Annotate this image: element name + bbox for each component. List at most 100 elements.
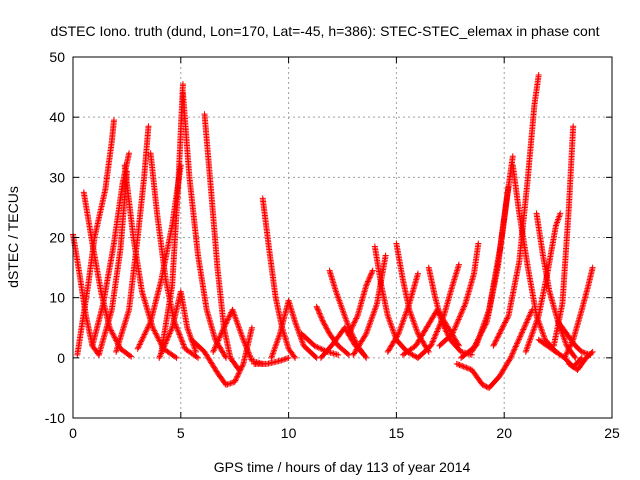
data-point [142,328,149,335]
data-point [140,334,147,341]
series-arc [350,252,389,358]
data-point [368,270,375,277]
data-point [143,327,150,334]
data-point [319,317,326,324]
data-point [285,354,292,361]
data-point [353,314,360,321]
data-point [156,354,163,361]
data-point [153,331,160,338]
data-point [279,356,286,363]
x-tick-label: 0 [69,425,77,441]
data-point [314,344,321,351]
data-point [142,330,149,337]
data-point [322,324,329,331]
y-tick-label: 10 [49,290,65,306]
data-point [243,345,250,352]
data-point [312,353,319,360]
data-point [362,332,369,339]
y-tick-label: -10 [45,410,65,426]
data-point [248,324,255,331]
data-point [369,268,376,275]
data-point [314,306,321,313]
data-point [126,150,133,157]
data-point [162,340,169,347]
y-tick-label: 50 [49,49,65,65]
data-point [136,341,143,348]
data-point [363,354,370,361]
data-point [318,315,325,322]
data-point [364,278,371,285]
data-point [165,333,172,340]
data-point [223,381,230,388]
data-point [145,123,152,130]
data-point [235,370,242,377]
data-point [320,320,327,327]
data-point [213,340,220,347]
data-point [323,325,330,332]
data-point [152,330,159,337]
data-point [144,325,151,332]
data-point [140,332,147,339]
data-point [227,380,234,387]
y-tick-label: 40 [49,109,65,125]
data-point [154,334,161,341]
series-arc [345,267,376,337]
data-point [234,373,241,380]
data-point [159,347,166,354]
series-arc [313,303,352,358]
data-point [220,326,227,333]
data-point [346,329,353,336]
data-point [322,322,329,329]
data-point [345,330,352,337]
data-point [313,303,320,310]
series-arc [453,306,536,391]
data-point [224,317,231,324]
data-point [195,354,202,361]
data-point [276,357,283,364]
chart-title: dSTEC Iono. truth (dund, Lon=170, Lat=-4… [50,23,599,39]
data-point [312,343,319,350]
data-point [138,338,145,345]
data-point [160,344,167,351]
data-point [215,337,222,344]
data-point [281,356,288,363]
data-point [109,330,116,337]
data-point [159,346,166,353]
series-arc [188,324,255,388]
data-point [110,331,117,338]
series-arc [259,195,299,361]
data-point [244,346,251,353]
data-point [180,341,187,348]
series-arc [147,150,202,361]
data-point [213,341,220,348]
data-point [179,81,186,88]
data-point [161,341,168,348]
data-point [366,275,373,282]
data-point [134,345,141,352]
data-point [172,353,179,360]
data-point [180,342,187,349]
series-arc [458,153,516,361]
data-point [217,333,224,340]
data-point [315,307,322,314]
data-point [232,377,239,384]
data-point [226,313,233,320]
data-point [348,325,355,332]
data-point [361,351,368,358]
data-point [317,313,324,320]
data-point [325,328,332,335]
data-point [146,321,153,328]
data-point [210,348,217,355]
data-point [163,337,170,344]
data-point [151,328,158,335]
data-point [141,331,148,338]
x-tick-label: 5 [177,425,185,441]
data-point [223,319,230,326]
data-point [245,349,252,356]
data-point [317,311,324,318]
data-point [224,381,231,388]
data-point [166,331,173,338]
data-point [365,277,372,284]
data-point [222,321,229,328]
data-point [347,327,354,334]
